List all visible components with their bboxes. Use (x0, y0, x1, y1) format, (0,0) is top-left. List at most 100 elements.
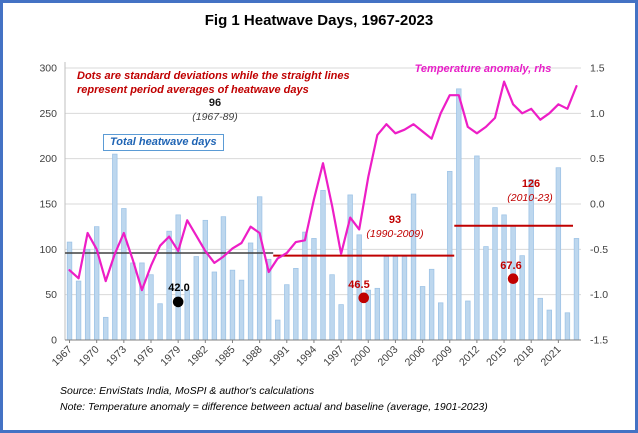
avg-1967-89-period: (1967-89) (192, 111, 238, 123)
svg-text:-1.0: -1.0 (590, 289, 608, 301)
avg-2010-23-value: 126 (521, 178, 541, 190)
avg-1990-2009-value: 93 (388, 214, 402, 226)
bar-2006 (419, 286, 426, 341)
bar-2008 (438, 302, 444, 341)
bar-2010 (456, 88, 462, 341)
svg-text:2021: 2021 (538, 344, 563, 369)
avg-2010-23-period: (2010-23) (507, 192, 553, 204)
bar-2020 (546, 309, 552, 341)
std-dot-label-2010-23: 67.6 (500, 260, 522, 272)
bar-1996 (329, 274, 335, 341)
svg-text:150: 150 (39, 199, 57, 211)
bar-1994 (311, 238, 317, 341)
bar-1970 (94, 226, 100, 341)
bar-1985 (229, 269, 236, 341)
bar-2015 (501, 214, 507, 341)
svg-text:100: 100 (39, 244, 57, 256)
svg-text:1982: 1982 (185, 344, 210, 369)
svg-text:1994: 1994 (294, 344, 319, 369)
period-average-lines (65, 224, 573, 257)
bar-1982 (202, 219, 208, 341)
svg-text:1997: 1997 (321, 344, 346, 369)
bar-2003 (392, 256, 399, 341)
bar-2022 (564, 312, 571, 341)
bar-1968 (75, 280, 82, 341)
anomaly-series-label: Temperature anomaly, rhs (414, 63, 552, 75)
bar-1988 (256, 196, 263, 341)
svg-text:300: 300 (39, 63, 57, 75)
definition-note: Note: Temperature anomaly = difference b… (60, 401, 488, 413)
chart-title: Fig 1 Heatwave Days, 1967-2023 (204, 12, 434, 29)
bar-1973 (121, 208, 127, 341)
bar-1969 (84, 248, 91, 341)
std-dot-46.5 (358, 292, 370, 304)
svg-text:1979: 1979 (158, 344, 183, 369)
svg-text:200: 200 (39, 153, 57, 165)
bar-1992 (293, 267, 299, 341)
bar-1977 (157, 303, 163, 341)
bar-1993 (302, 231, 308, 341)
svg-text:1988: 1988 (240, 344, 265, 369)
right-axis-tick-labels: -1.5 -1.0 -0.5 0.0 0.5 1.0 1.5 (590, 63, 608, 347)
temperature-anomaly-line (68, 80, 578, 292)
bar-1986 (238, 279, 245, 341)
std-dot-42.0 (172, 296, 184, 308)
svg-text:1970: 1970 (77, 344, 102, 369)
std-dot-67.6 (507, 273, 519, 285)
bar-2014 (492, 207, 498, 341)
avg-1967-89-value: 96 (208, 97, 222, 109)
std-dot-label-1990-2009: 46.5 (348, 279, 370, 291)
bar-1972 (112, 153, 118, 341)
std-dev-dots (172, 273, 519, 308)
svg-text:0: 0 (51, 335, 57, 347)
bar-2012 (474, 155, 480, 341)
bar-1971 (103, 316, 109, 341)
avg-1990-2009-period: (1990-2009) (366, 228, 424, 240)
source-note: Source: EnviStats India, MoSPI & author'… (60, 385, 315, 397)
svg-text:1973: 1973 (104, 344, 129, 369)
svg-text:0.0: 0.0 (590, 199, 605, 211)
bar-1990 (275, 319, 281, 341)
svg-text:2006: 2006 (403, 344, 428, 369)
bar-1979 (175, 214, 181, 341)
bar-2002 (383, 256, 390, 341)
bar-1974 (130, 262, 136, 341)
bar-1984 (220, 216, 227, 341)
bar-1967 (66, 241, 73, 341)
bar-1975 (139, 262, 145, 341)
bar-1983 (211, 271, 218, 341)
bar-1981 (193, 256, 199, 341)
svg-text:1985: 1985 (213, 344, 238, 369)
svg-text:1967: 1967 (50, 344, 75, 369)
left-axis-tick-labels: 0 50 100 150 200 250 300 (39, 63, 57, 347)
svg-text:2015: 2015 (484, 344, 509, 369)
bar-1987 (247, 242, 254, 341)
svg-text:0.5: 0.5 (590, 153, 605, 165)
x-axis-tick-labels: 1967 1970 1973 1976 1979 1982 1985 1988 1991 1994… (50, 340, 564, 369)
bar-2001 (374, 287, 380, 341)
svg-text:50: 50 (45, 289, 57, 301)
svg-text:1.5: 1.5 (590, 63, 605, 75)
heatwave-bars (66, 88, 580, 341)
svg-text:2009: 2009 (430, 344, 455, 369)
bar-1995 (320, 190, 326, 341)
bar-2007 (428, 268, 435, 341)
svg-text:2012: 2012 (457, 344, 482, 369)
svg-text:250: 250 (39, 108, 57, 120)
bar-2011 (465, 300, 471, 341)
chart-area: 0 50 100 150 200 250 300 -1.5 -1.0 -0.5 0.0 0.5 1.0 1… (39, 62, 608, 369)
svg-text:1991: 1991 (267, 344, 292, 369)
svg-text:-1.5: -1.5 (590, 335, 608, 347)
svg-text:-0.5: -0.5 (590, 244, 608, 256)
svg-text:1.0: 1.0 (590, 108, 605, 120)
svg-text:2000: 2000 (348, 344, 373, 369)
bar-2019 (537, 297, 543, 341)
bar-2023 (573, 238, 580, 341)
bar-1991 (284, 284, 290, 341)
bar-1997 (338, 304, 344, 341)
svg-text:2018: 2018 (511, 344, 536, 369)
svg-text:1976: 1976 (131, 344, 156, 369)
std-dev-note: Dots are standard deviations while the s… (77, 70, 350, 97)
bars-series-label: Total heatwave days (103, 134, 224, 151)
